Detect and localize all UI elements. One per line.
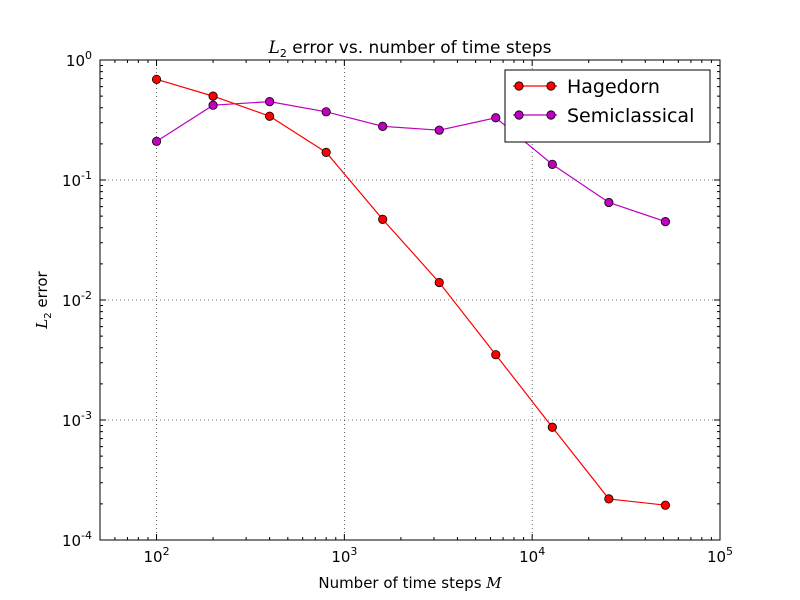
- data-point-hagedorn: [265, 111, 275, 121]
- data-point-semiclassical: [491, 113, 501, 123]
- data-point-semiclassical: [547, 159, 557, 169]
- y-tick-label: 100: [66, 49, 92, 70]
- y-tick-label: 10-4: [62, 529, 92, 550]
- y-axis-label-rest: error: [33, 270, 51, 312]
- x-tick-label: 104: [519, 545, 545, 566]
- x-tick-label: 103: [331, 545, 357, 566]
- data-point-semiclassical: [265, 97, 275, 107]
- data-point-semiclassical: [660, 217, 670, 227]
- y-tick-label: 10-1: [62, 169, 92, 190]
- y-axis-label: L2 error: [33, 270, 54, 329]
- data-point-semiclassical: [321, 107, 331, 117]
- title-sub: 2: [280, 47, 287, 60]
- data-point-semiclassical: [378, 121, 388, 131]
- chart-title: L2 error vs. number of time steps: [268, 38, 552, 60]
- series-line-semiclassical: [156, 101, 666, 223]
- data-point-hagedorn: [434, 277, 444, 288]
- data-point-hagedorn: [491, 350, 501, 360]
- data-point-semiclassical: [604, 197, 614, 208]
- x-axis-label-math: M: [485, 574, 502, 592]
- y-axis-label-sub: 2: [43, 312, 54, 318]
- data-point-semiclassical: [208, 100, 218, 110]
- data-point-semiclassical: [151, 136, 162, 146]
- x-tick-label: 105: [707, 545, 733, 566]
- title-math: L: [268, 38, 280, 58]
- legend-label-hagedorn: Hagedorn: [567, 76, 660, 98]
- title-rest: error vs. number of time steps: [287, 38, 552, 58]
- data-point-hagedorn: [660, 500, 670, 510]
- data-point-hagedorn: [151, 74, 162, 84]
- ticks: 102 103 104 105 100 10-1 10-2 10-3 10-4: [62, 49, 733, 566]
- y-axis-label-math: L: [33, 319, 51, 330]
- data-point-semiclassical: [434, 125, 444, 135]
- legend-label-semiclassical: Semiclassical: [567, 105, 694, 127]
- legend-box: [504, 69, 711, 143]
- data-point-hagedorn: [321, 147, 331, 157]
- legend: Hagedorn Semiclassical: [504, 69, 711, 143]
- data-point-hagedorn: [378, 214, 388, 224]
- y-tick-label: 10-3: [62, 409, 92, 430]
- legend-marker-semiclassical: [546, 110, 556, 120]
- data-point-hagedorn: [547, 422, 557, 432]
- x-axis-label-text: Number of time steps: [318, 574, 486, 592]
- data-point-hagedorn: [208, 91, 218, 101]
- y-tick-label: 10-2: [62, 289, 92, 310]
- legend-marker-semiclassical: [514, 110, 524, 120]
- series-line-hagedorn: [156, 78, 666, 506]
- legend-marker-hagedorn: [514, 81, 524, 91]
- x-tick-label: 102: [143, 545, 169, 566]
- x-axis-label: Number of time steps M: [318, 574, 502, 592]
- series-layer: [151, 74, 670, 510]
- legend-marker-hagedorn: [546, 81, 556, 91]
- data-point-hagedorn: [604, 494, 614, 504]
